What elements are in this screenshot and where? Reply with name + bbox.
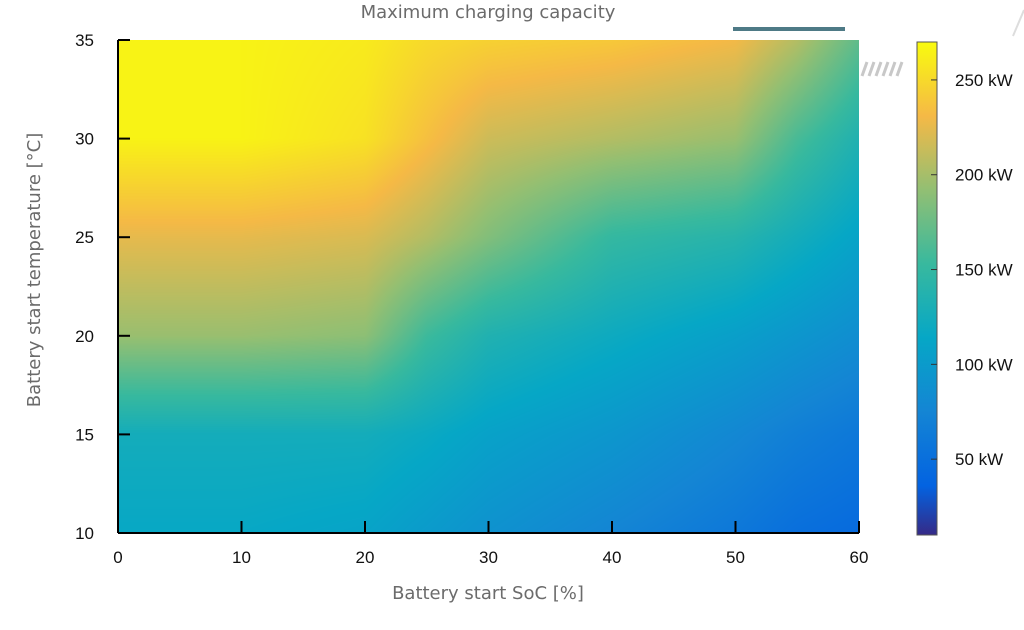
x-tick-label: 30	[479, 548, 498, 567]
y-tick-label: 15	[75, 425, 94, 444]
y-axis-label: Battery start temperature [°C]	[24, 133, 45, 407]
colorbar-tick-label: 100 kW	[955, 355, 1013, 374]
x-axis-label: Battery start SoC [%]	[392, 583, 584, 604]
heatmap-surface	[118, 40, 859, 533]
x-tick-label: 50	[726, 548, 745, 567]
colorbar: 50 kW 100 kW 150 kW 200 kW 250 kW	[916, 41, 1013, 536]
colorbar-ticks: 50 kW 100 kW 150 kW 200 kW 250 kW	[931, 71, 1013, 469]
decorative-stroke	[1012, 9, 1024, 37]
x-axis: 0 10 20 30 40 50 60	[113, 521, 868, 567]
x-tick-label: 20	[356, 548, 375, 567]
x-tick-label: 40	[603, 548, 622, 567]
colorbar-gradient	[916, 41, 938, 536]
colorbar-tick-label: 200 kW	[955, 166, 1013, 185]
colorbar-tick-label: 50 kW	[955, 450, 1003, 469]
colorbar-tick-label: 150 kW	[955, 261, 1013, 280]
x-tick-label: 0	[113, 548, 122, 567]
colorbar-tick-label: 250 kW	[955, 71, 1013, 90]
y-tick-label: 20	[75, 327, 94, 346]
heatmap-surface-container	[118, 40, 859, 533]
decorative-strokes	[733, 9, 1024, 77]
decorative-hatching	[860, 61, 904, 77]
y-axis: 10 15 20 25 30 35	[75, 31, 130, 543]
x-tick-label: 60	[850, 548, 869, 567]
y-tick-label: 10	[75, 524, 94, 543]
x-tick-label: 10	[232, 548, 251, 567]
chart-title: Maximum charging capacity	[361, 2, 616, 23]
y-tick-label: 35	[75, 31, 94, 50]
y-tick-label: 30	[75, 130, 94, 149]
y-tick-label: 25	[75, 228, 94, 247]
